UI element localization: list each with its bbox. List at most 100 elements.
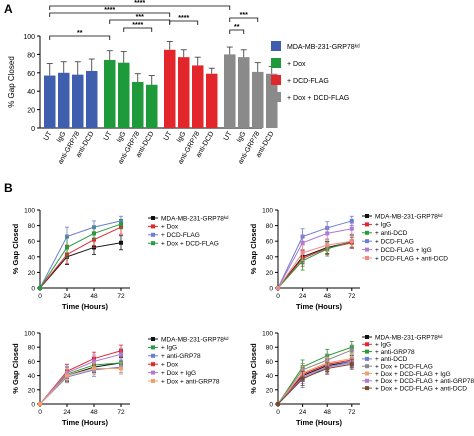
data-point bbox=[119, 240, 123, 245]
legend-marker bbox=[151, 224, 155, 229]
significance-bracket bbox=[49, 5, 231, 10]
legend-label: + Dox bbox=[161, 224, 179, 231]
bar bbox=[72, 74, 84, 128]
legend-label: + anti-DCD bbox=[375, 356, 408, 363]
bar bbox=[86, 70, 98, 128]
legend-marker bbox=[365, 230, 369, 235]
legend-label: + IgG bbox=[375, 222, 391, 229]
significance-bracket bbox=[49, 12, 171, 17]
legend-marker bbox=[365, 364, 369, 369]
panel-label-a: A bbox=[4, 2, 13, 16]
legend: MDA-MB-231-GRP78ᵏᵈ+ IgG+ anti-GRP78+ ant… bbox=[362, 334, 474, 392]
y-tick-label: 80 bbox=[28, 345, 36, 352]
data-point bbox=[276, 402, 280, 406]
series-line bbox=[277, 349, 352, 405]
x-tick-label-a: UT bbox=[43, 130, 54, 142]
line-chart-B2: 0 20 40 60 80 100 0 24 48 72 Time (Hours) % Gap Clo… bbox=[249, 208, 448, 312]
series-line bbox=[277, 363, 352, 405]
significance-label: **** bbox=[104, 7, 115, 14]
data-point bbox=[276, 286, 280, 290]
y-tick-label-a: 100 bbox=[23, 34, 35, 41]
y-tick-label: 0 bbox=[31, 286, 35, 293]
significance-label: ** bbox=[234, 24, 240, 31]
x-tick-label: 72 bbox=[348, 293, 356, 300]
legend-label: + Dox + DCD-FLAG bbox=[287, 95, 349, 102]
legend-marker bbox=[151, 216, 155, 220]
bar bbox=[224, 54, 236, 128]
series-line bbox=[39, 353, 122, 405]
legend-marker bbox=[151, 337, 155, 341]
y-tick-label: 40 bbox=[28, 254, 36, 261]
y-tick-label: 80 bbox=[266, 223, 274, 230]
x-tick-label: 48 bbox=[90, 409, 98, 416]
x-tick-label: 24 bbox=[299, 409, 307, 416]
series-line bbox=[39, 226, 122, 289]
legend-marker bbox=[151, 241, 155, 246]
x-tick-label: 24 bbox=[299, 293, 307, 300]
x-tick-label: 72 bbox=[117, 409, 125, 416]
legend-label: + Dox + DCD-FLAG + anti-DCD bbox=[375, 385, 467, 392]
x-tick-label-a: IgG bbox=[56, 131, 68, 144]
series-line bbox=[39, 368, 121, 405]
data-point bbox=[349, 239, 354, 244]
legend-label: MDA-MB-231-GRP78ᵏᵈ bbox=[161, 215, 229, 222]
legend: MDA-MB-231-GRP78ᵏᵈ + Dox+ DCD-FLAG + Dox +… bbox=[148, 215, 229, 248]
legend-marker bbox=[365, 342, 369, 347]
legend-marker bbox=[365, 356, 369, 361]
legend-swatch bbox=[271, 41, 281, 51]
x-tick-label: 48 bbox=[324, 409, 332, 416]
y-axis-label: % Gap Closed bbox=[11, 343, 20, 394]
legend: MDA-MB-231-GRP78ᵏᵈ + IgG+ anti-DCD + DCD-F… bbox=[362, 213, 448, 262]
x-axis-label: Time (Hours) bbox=[62, 418, 109, 427]
y-tick-label-a: 80 bbox=[27, 52, 35, 59]
significance-bracket bbox=[229, 29, 245, 34]
y-tick-label: 60 bbox=[28, 359, 36, 366]
panel-label-b: B bbox=[4, 181, 13, 195]
y-tick-label: 100 bbox=[262, 208, 273, 215]
data-point bbox=[300, 376, 305, 381]
legend-marker bbox=[365, 349, 369, 354]
data-point bbox=[119, 366, 123, 371]
significance-label: **** bbox=[134, 0, 145, 7]
data-point bbox=[92, 359, 96, 364]
data-point bbox=[300, 240, 305, 245]
bar bbox=[238, 57, 250, 128]
x-tick-label: 0 bbox=[38, 293, 42, 300]
legend-label: + Dox + DCD-FLAG bbox=[375, 364, 433, 371]
y-tick-label-a: 40 bbox=[27, 89, 35, 96]
legend-marker bbox=[365, 378, 369, 383]
series-line bbox=[39, 366, 122, 405]
significance-bracket bbox=[169, 20, 199, 25]
legend-marker bbox=[365, 214, 369, 218]
legend-marker bbox=[151, 353, 155, 358]
data-point bbox=[38, 286, 42, 290]
bar bbox=[132, 82, 144, 128]
x-tick-label: 24 bbox=[63, 293, 71, 300]
y-tick-label: 20 bbox=[266, 387, 274, 394]
legend-marker bbox=[151, 379, 155, 383]
legend-label: + anti-DCD bbox=[375, 230, 408, 237]
significance-label: *** bbox=[136, 14, 144, 21]
y-tick-label: 20 bbox=[266, 270, 274, 277]
legend-label: + IgG bbox=[375, 342, 391, 349]
x-tick-label: 0 bbox=[276, 409, 280, 416]
data-point bbox=[92, 231, 96, 236]
legend-swatch bbox=[271, 75, 281, 85]
y-tick-label: 0 bbox=[269, 286, 273, 293]
legend-label: MDA-MB-231-GRP78ᵏᵈ bbox=[161, 336, 229, 343]
x-tick-label: 24 bbox=[63, 409, 71, 416]
y-tick-label: 20 bbox=[28, 270, 36, 277]
y-tick-label-a: 20 bbox=[27, 108, 35, 115]
series-line bbox=[277, 358, 352, 405]
y-tick-label: 100 bbox=[262, 331, 273, 338]
legend-label: + anti-GRP78 bbox=[375, 349, 415, 356]
legend-marker bbox=[365, 222, 369, 227]
legend-label: + DCD-FLAG bbox=[161, 232, 200, 239]
bar bbox=[164, 49, 176, 128]
y-tick-label-a: 60 bbox=[27, 71, 35, 78]
y-tick-label: 60 bbox=[266, 359, 274, 366]
bar bbox=[192, 65, 204, 128]
legend-marker bbox=[365, 386, 369, 391]
